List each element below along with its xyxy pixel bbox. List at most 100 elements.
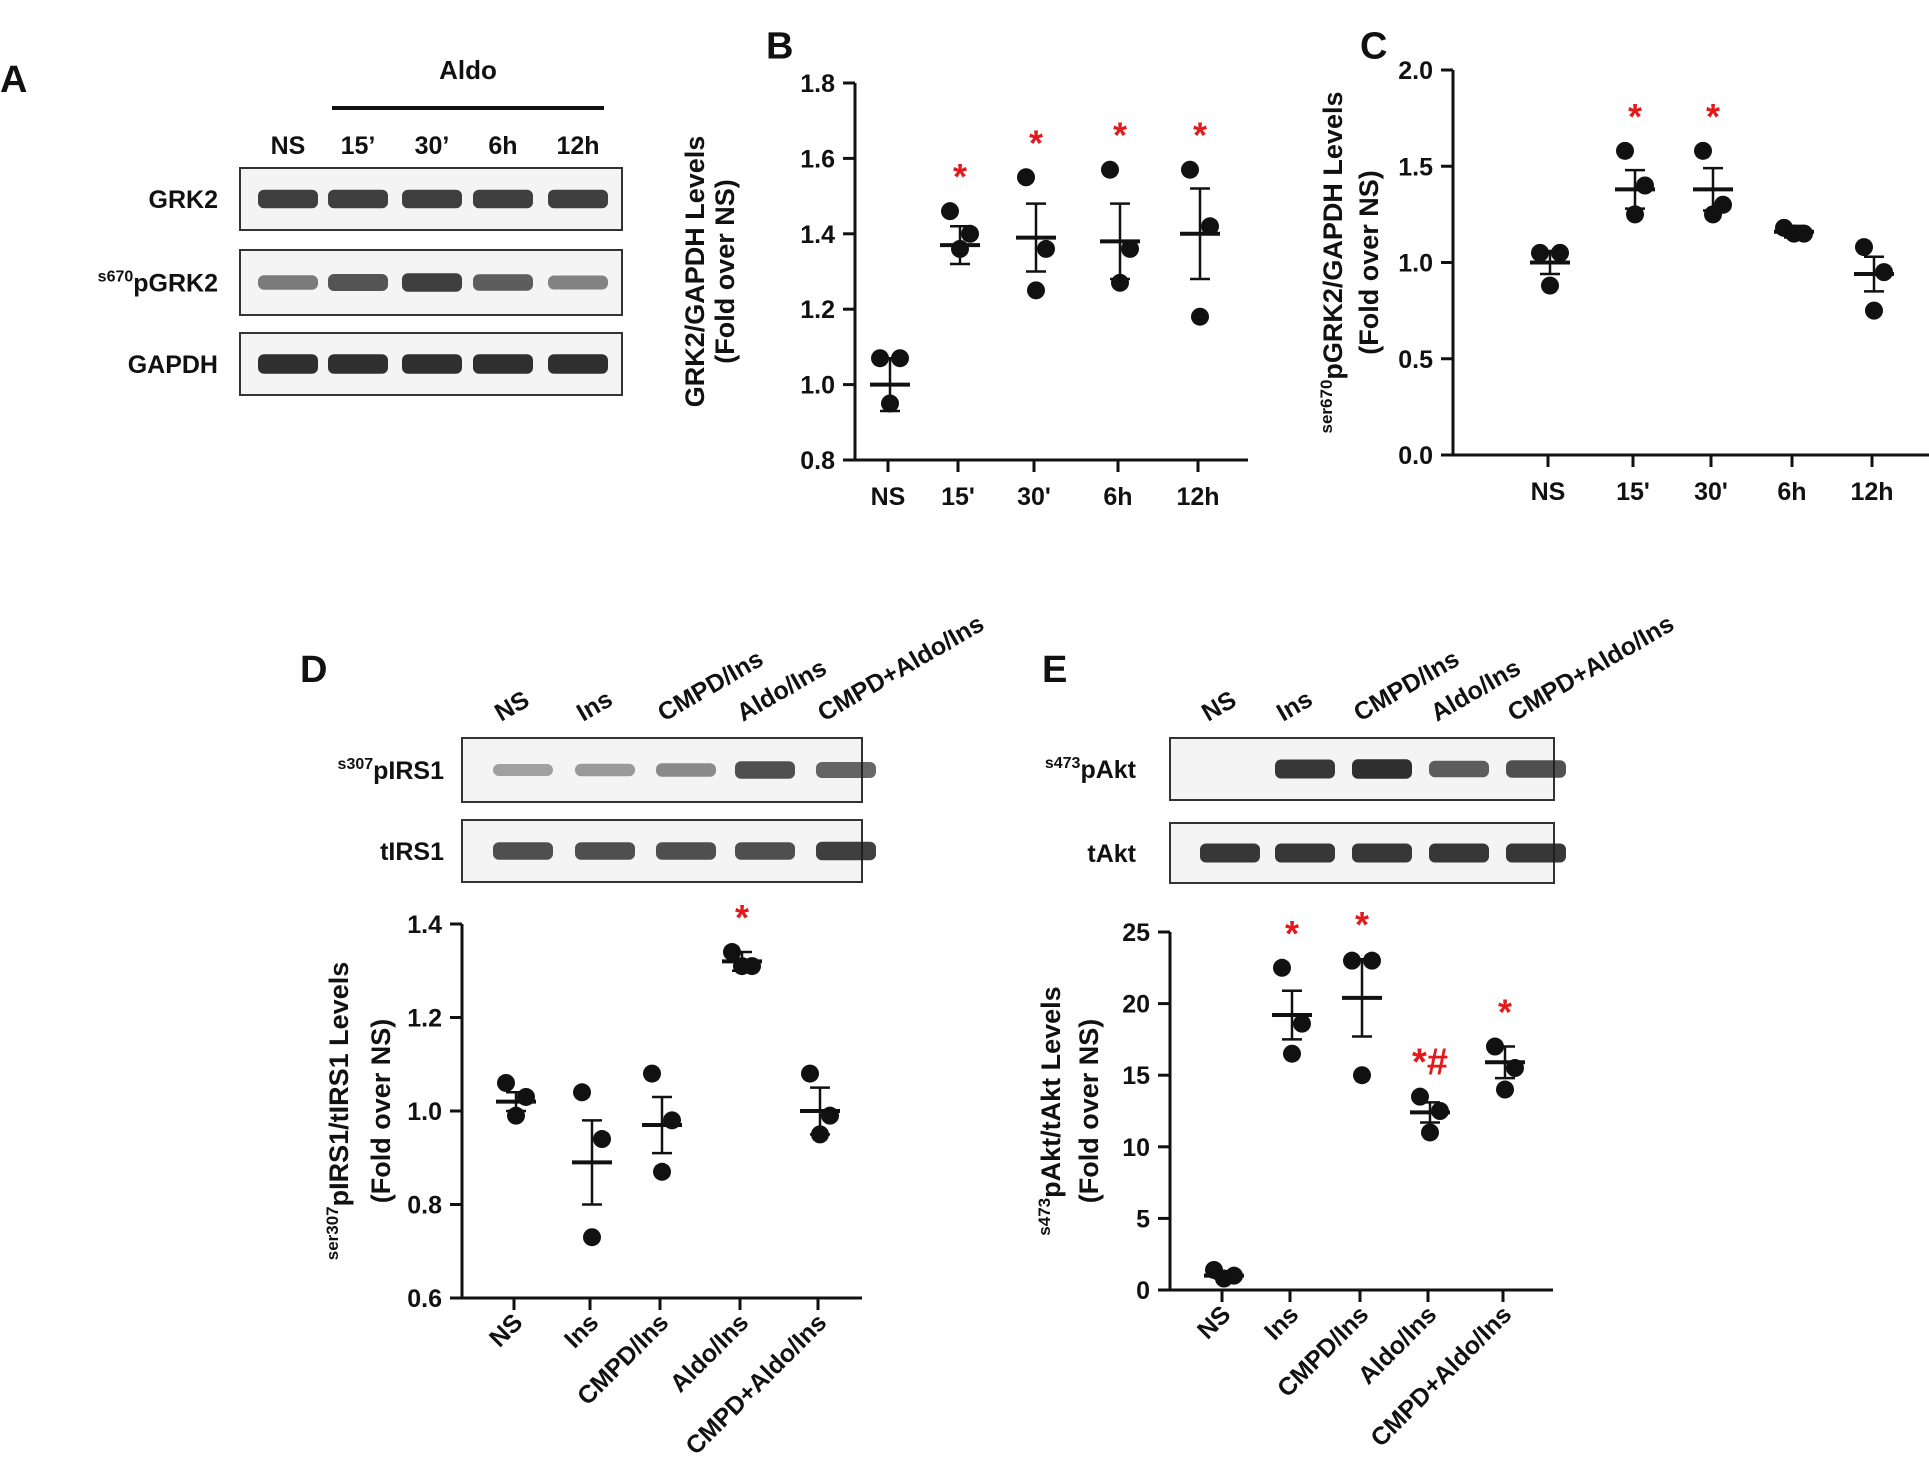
- blot-band: [258, 354, 318, 374]
- lane-label: 30’: [415, 132, 450, 160]
- label-superscript: s307: [338, 756, 374, 773]
- data-point: [1636, 176, 1654, 195]
- x-tick-label: 15': [941, 483, 975, 511]
- data-point: [1037, 239, 1055, 258]
- blot-band: [816, 762, 876, 778]
- x-tick-label: NS: [1192, 1300, 1236, 1344]
- y-axis-label: (Fold over NS): [710, 179, 740, 364]
- blot-band: [473, 354, 533, 374]
- lane-label: 15’: [341, 132, 376, 160]
- western-blot-panel-d: DNS Ins CMPD/InsAldo/InsCMPD+Aldo/Inss307p…: [300, 610, 989, 883]
- x-tick-label: 15': [1616, 478, 1650, 506]
- y-label-superscript: s473: [1035, 1198, 1054, 1236]
- lane-label: Ins: [1272, 685, 1317, 727]
- label-main: pAkt: [1080, 756, 1136, 784]
- data-point: [653, 1162, 671, 1181]
- data-point: [1181, 160, 1199, 179]
- y-tick-label: 1.4: [800, 221, 835, 249]
- significance-marker: *: [1498, 992, 1512, 1033]
- data-point: [1541, 276, 1559, 295]
- y-tick-label: 1.0: [407, 1098, 442, 1126]
- data-point: [573, 1083, 591, 1102]
- data-point: [1017, 168, 1035, 187]
- y-axis-label: (Fold over NS): [1354, 170, 1384, 355]
- data-point: [1551, 243, 1569, 262]
- data-point: [1363, 951, 1381, 970]
- blot-band: [1506, 843, 1566, 863]
- panel-letter: A: [0, 59, 27, 101]
- dot-plot-panel-b: B 0.8 1.0 1.2 1.4 1.6 1.8 GRK2/GAPDH Levels (Fol…: [680, 25, 1248, 511]
- panel-letter: C: [1360, 25, 1387, 67]
- blot-band: [735, 761, 795, 779]
- lane-label: CMPD+Aldo/Ins: [1503, 610, 1679, 728]
- western-blot-panel-a: A Aldo NS 15’ 30’ 6h 12h GRK2 s670pGRK2 GAPDH: [0, 55, 623, 396]
- blot-band: [493, 842, 553, 860]
- blot-band: [328, 189, 388, 209]
- data-point: [583, 1228, 601, 1247]
- blot-band: [575, 763, 635, 777]
- y-tick-label: 5: [1136, 1205, 1150, 1233]
- western-blot-panel-e: ENS Ins CMPD/InsAldo/InsCMPD+Aldo/Inss473p…: [1042, 610, 1679, 884]
- blot-row-label: GAPDH: [128, 351, 218, 379]
- x-tick-label: Ins: [1259, 1300, 1304, 1345]
- data-point: [1855, 238, 1873, 257]
- blot-band: [548, 189, 608, 209]
- y-tick-label: 1.2: [407, 1005, 442, 1033]
- blot-frame: [461, 737, 863, 803]
- blot-band: [493, 764, 553, 776]
- significance-marker: *: [1113, 115, 1127, 156]
- y-tick-label: 25: [1122, 919, 1150, 947]
- blot-band: [1429, 760, 1489, 778]
- data-point: [1027, 281, 1045, 300]
- y-tick-label: 1.0: [800, 372, 835, 400]
- y-axis-label: (Fold over NS): [1074, 1019, 1104, 1204]
- blot-band: [402, 354, 462, 374]
- dot-plot-panel-c: C 0.0 0.5 1.0 1.5 2.0 ser670pGRK2/GAPDH Levels…: [1317, 25, 1929, 506]
- y-axis-label: s473pAkt/tAkt Levels: [1035, 986, 1066, 1235]
- blot-band: [402, 189, 462, 209]
- x-tick-label: 30': [1694, 478, 1728, 506]
- data-point: [497, 1073, 515, 1092]
- blot-row-label: s307pIRS1: [338, 756, 445, 785]
- blot-band: [548, 354, 608, 374]
- data-point: [801, 1064, 819, 1083]
- lane-label: 12h: [556, 132, 599, 160]
- lane-label: 6h: [488, 132, 517, 160]
- data-point: [1283, 1044, 1301, 1063]
- y-tick-label: 10: [1122, 1134, 1150, 1162]
- dot-plot-panel-d: 0.6 0.8 1.0 1.2 1.4 ser307pIRS1/tIRS1 Levels (…: [323, 897, 862, 1460]
- y-label-superscript: ser307: [323, 1206, 342, 1260]
- blot-band: [473, 274, 533, 291]
- data-point: [1421, 1123, 1439, 1142]
- y-label-superscript: ser670: [1317, 380, 1336, 434]
- blot-band: [816, 841, 876, 861]
- data-point: [1201, 217, 1219, 236]
- treatment-bracket-label: Aldo: [439, 55, 497, 85]
- blot-band: [548, 275, 608, 290]
- y-tick-label: 2.0: [1398, 57, 1433, 85]
- lane-label: NS: [1197, 686, 1241, 728]
- data-point: [1343, 951, 1361, 970]
- panel-letter: B: [766, 25, 793, 67]
- y-tick-label: 1.2: [800, 296, 835, 324]
- y-axis-label: ser307pIRS1/tIRS1 Levels: [323, 962, 354, 1261]
- blot-band: [1506, 760, 1566, 778]
- y-tick-label: 0.6: [407, 1285, 442, 1313]
- blot-band: [473, 189, 533, 209]
- blot-band: [1275, 843, 1335, 863]
- significance-marker: *: [1285, 913, 1299, 954]
- y-tick-label: 0: [1136, 1277, 1150, 1305]
- data-point: [1531, 243, 1549, 262]
- blot-band: [1275, 759, 1335, 779]
- blot-band: [328, 274, 388, 291]
- label-main: pGRK2: [133, 270, 218, 298]
- x-tick-label: 6h: [1777, 478, 1806, 506]
- x-tick-label: NS: [1531, 478, 1566, 506]
- y-axis-label: ser670pGRK2/GAPDH Levels: [1317, 92, 1348, 434]
- lane-label: NS: [271, 132, 306, 160]
- y-tick-label: 15: [1122, 1062, 1150, 1090]
- data-point: [1101, 160, 1119, 179]
- significance-marker: *: [1355, 904, 1369, 945]
- blot-band: [656, 763, 716, 777]
- x-tick-label: 12h: [1850, 478, 1893, 506]
